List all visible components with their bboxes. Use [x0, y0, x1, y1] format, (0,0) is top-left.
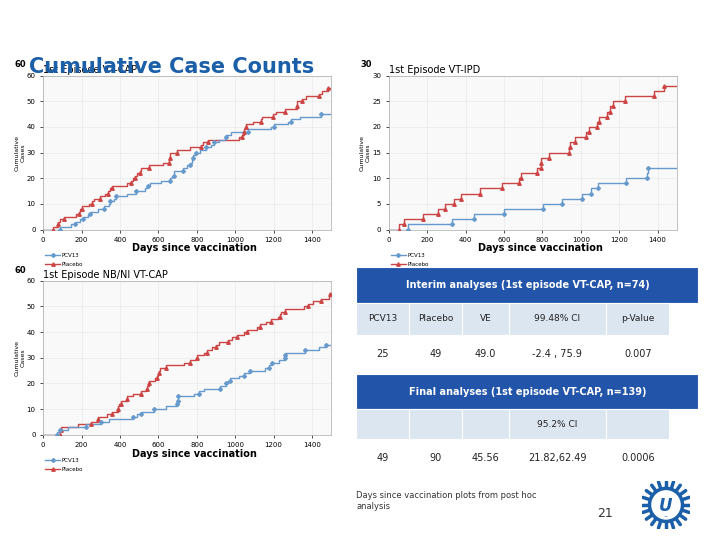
Text: Interim analyses (1st episode VT-CAP, n=74): Interim analyses (1st episode VT-CAP, n=…	[405, 280, 649, 290]
FancyBboxPatch shape	[356, 267, 698, 303]
Text: 0.0006: 0.0006	[621, 453, 654, 463]
Text: Days since vaccination: Days since vaccination	[132, 244, 257, 253]
Text: Days since vaccination: Days since vaccination	[477, 244, 603, 253]
Text: PCV13: PCV13	[62, 458, 80, 463]
Text: PCV13: PCV13	[62, 253, 80, 258]
Text: 0.007: 0.007	[624, 349, 652, 359]
FancyBboxPatch shape	[606, 303, 670, 335]
Text: -2.4 , 75.9: -2.4 , 75.9	[532, 349, 582, 359]
Text: ..: ..	[664, 511, 668, 518]
FancyBboxPatch shape	[356, 303, 410, 335]
Text: Placebo: Placebo	[62, 262, 84, 267]
Text: Placebo: Placebo	[62, 467, 84, 472]
FancyBboxPatch shape	[356, 374, 698, 409]
Text: 90: 90	[430, 453, 442, 463]
FancyBboxPatch shape	[606, 335, 670, 374]
Text: U: U	[660, 497, 672, 515]
Text: 49.0: 49.0	[474, 349, 496, 359]
FancyBboxPatch shape	[410, 409, 462, 438]
FancyBboxPatch shape	[508, 303, 606, 335]
Text: 49: 49	[377, 453, 389, 463]
Text: PCV13: PCV13	[408, 253, 426, 258]
FancyBboxPatch shape	[508, 335, 606, 374]
FancyBboxPatch shape	[462, 303, 508, 335]
Text: Placebo: Placebo	[408, 262, 429, 267]
Text: 1st Episode VT-CAP: 1st Episode VT-CAP	[43, 65, 138, 75]
Text: 95.2% CI: 95.2% CI	[537, 420, 577, 429]
FancyBboxPatch shape	[508, 409, 606, 438]
Text: 60: 60	[14, 266, 26, 275]
Text: 1st Episode NB/NI VT-CAP: 1st Episode NB/NI VT-CAP	[43, 270, 168, 280]
FancyBboxPatch shape	[356, 335, 410, 374]
Text: 21.82,62.49: 21.82,62.49	[528, 453, 587, 463]
Text: 60: 60	[14, 60, 26, 70]
FancyBboxPatch shape	[606, 438, 670, 478]
Text: 49: 49	[430, 349, 442, 359]
FancyBboxPatch shape	[356, 438, 410, 478]
Y-axis label: Cumulative
Cases: Cumulative Cases	[14, 134, 25, 171]
Text: PCV13: PCV13	[368, 314, 397, 323]
Text: VE: VE	[480, 314, 491, 323]
Text: Placebo: Placebo	[418, 314, 454, 323]
FancyBboxPatch shape	[508, 438, 606, 478]
FancyBboxPatch shape	[606, 409, 670, 438]
FancyBboxPatch shape	[462, 438, 508, 478]
Text: Days since vaccination plots from post hoc
analysis: Days since vaccination plots from post h…	[356, 491, 537, 511]
FancyBboxPatch shape	[462, 335, 508, 374]
Text: 21: 21	[597, 507, 613, 519]
FancyBboxPatch shape	[410, 335, 462, 374]
Text: p-Value: p-Value	[621, 314, 654, 323]
Text: 1st Episode VT-IPD: 1st Episode VT-IPD	[389, 65, 480, 75]
Y-axis label: Cumulative
Cases: Cumulative Cases	[14, 340, 25, 376]
Text: 99.48% CI: 99.48% CI	[534, 314, 580, 323]
FancyBboxPatch shape	[410, 303, 462, 335]
Text: Cumulative Case Counts: Cumulative Case Counts	[29, 57, 314, 77]
Y-axis label: Cumulative
Cases: Cumulative Cases	[360, 134, 371, 171]
FancyBboxPatch shape	[410, 438, 462, 478]
FancyBboxPatch shape	[356, 409, 410, 438]
Text: 30: 30	[360, 60, 372, 70]
FancyBboxPatch shape	[462, 409, 508, 438]
Text: Days since vaccination: Days since vaccination	[132, 449, 257, 458]
Text: 25: 25	[377, 349, 389, 359]
Text: 45.56: 45.56	[472, 453, 500, 463]
Text: Final analyses (1st episode VT-CAP, n=139): Final analyses (1st episode VT-CAP, n=13…	[409, 387, 646, 396]
